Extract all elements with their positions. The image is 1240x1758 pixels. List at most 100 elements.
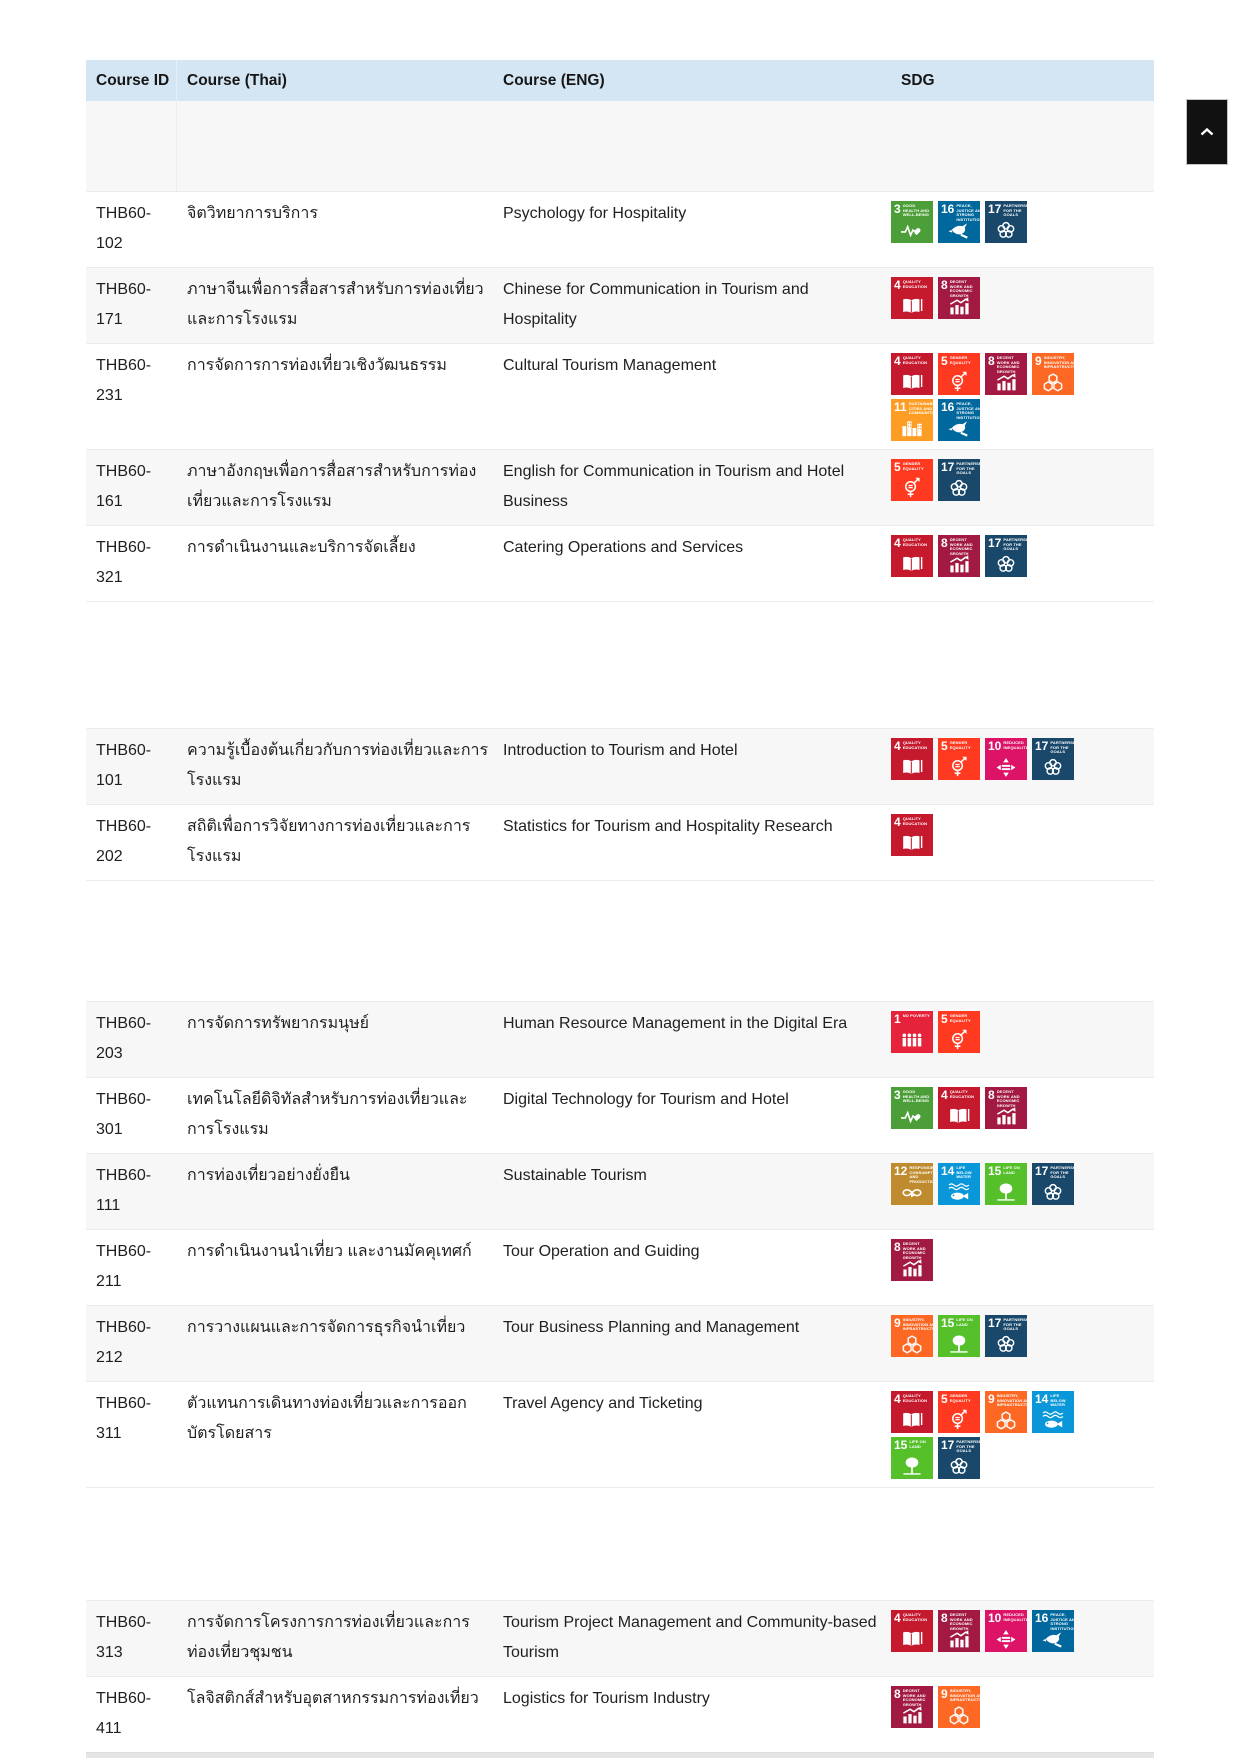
header-cell-course-eng[interactable]: Course (ENG): [503, 71, 605, 89]
sdg-4-icon: 4 QUALITY EDUCATION: [891, 1610, 933, 1652]
table-row: THB60- 411 โลจิสติกส์สำหรับอุตสาหกรรมการท่…: [86, 1676, 1154, 1752]
course-thai-cell: จิตวิทยาการบริการ: [187, 205, 318, 222]
table-row: THB60- 171 ภาษาจีนเพื่อการสื่อสารสำหรับการ…: [86, 267, 1154, 343]
course-thai-cell: สถิติเพื่อการวิจัยทางการท่องเที่ยวและการ…: [187, 818, 471, 865]
course-id-cell: THB60- 231: [96, 357, 152, 404]
course-id-cell: THB60- 161: [96, 463, 152, 510]
course-eng-cell: Travel Agency and Ticketing: [503, 1395, 703, 1412]
courses-table: Course ID Course (Thai) Course (ENG) SDG…: [86, 60, 1154, 1758]
course-eng-cell: Tour Business Planning and Management: [503, 1319, 800, 1336]
course-id-cell: THB60- 211: [96, 1243, 152, 1290]
scroll-top-button[interactable]: [1186, 99, 1228, 165]
sdg-15-icon: 15 LIFE ON LAND: [938, 1315, 980, 1357]
course-eng-cell: Introduction to Tourism and Hotel: [503, 742, 738, 759]
course-eng-cell: Tour Operation and Guiding: [503, 1243, 700, 1260]
table-header: Course ID Course (Thai) Course (ENG) SDG: [86, 60, 1154, 101]
table-row: THB60- 101 ความรู้เบื้องต้นเกี่ยวกับการท่อ…: [86, 728, 1154, 804]
table-row: THB60- 231 การจัดการการท่องเที่ยวเชิงวัฒนธ…: [86, 343, 1154, 449]
sdg-5-icon: 5 GENDER EQUALITY: [938, 1011, 980, 1053]
sdg-8-icon: 8 DECENT WORK AND ECONOMIC GROWTH: [985, 1087, 1027, 1129]
course-eng-cell: Digital Technology for Tourism and Hotel: [503, 1091, 789, 1108]
course-eng-cell: Chinese for Communication in Tourism and…: [503, 281, 809, 328]
course-thai-cell: ภาษาจีนเพื่อการสื่อสารสำหรับการท่องเที่ย…: [187, 281, 484, 328]
header-cell-course-id[interactable]: Course ID: [86, 60, 177, 101]
sdg-17-icon: 17PARTNERSHIPS FOR THE GOALS: [938, 459, 980, 501]
sdg-5-icon: 5 GENDER EQUALITY: [938, 353, 980, 395]
sdg-17-icon: 17PARTNERSHIPS FOR THE GOALS: [1032, 738, 1074, 780]
sdg-3-icon: 3 GOOD HEALTH AND WELL-BEING: [891, 1087, 933, 1129]
course-thai-cell: เทคโนโลยีดิจิทัลสำหรับการท่องเที่ยวและกา…: [187, 1091, 468, 1138]
course-id-cell: THB60- 321: [96, 539, 152, 586]
sdg-4-icon: 4 QUALITY EDUCATION: [891, 353, 933, 395]
course-eng-cell: English for Communication in Tourism and…: [503, 463, 845, 510]
course-id-cell: THB60- 212: [96, 1319, 152, 1366]
course-id-cell: THB60- 301: [96, 1091, 152, 1138]
empty-gap: [86, 880, 1154, 1001]
sdg-4-icon: 4 QUALITY EDUCATION: [891, 277, 933, 319]
sdg-15-icon: 15 LIFE ON LAND: [891, 1437, 933, 1479]
sdg-11-icon: 11SUSTAINABLE CITIES AND COMMUNITIES: [891, 399, 933, 441]
course-eng-cell: Tourism Project Management and Community…: [503, 1614, 877, 1661]
course-eng-cell: Statistics for Tourism and Hospitality R…: [503, 818, 833, 835]
table-row: THB60- 311 ตัวแทนการเดินทางท่องเที่ยวและกา…: [86, 1381, 1154, 1487]
sdg-17-icon: 17PARTNERSHIPS FOR THE GOALS: [985, 201, 1027, 243]
course-thai-cell: การดำเนินงานและบริการจัดเลี้ยง: [187, 539, 416, 556]
empty-gap: [86, 1487, 1154, 1600]
course-id-cell: THB60- 101: [96, 742, 152, 789]
course-thai-cell: ภาษาอังกฤษเพื่อการสื่อสารสำหรับการท่องเท…: [187, 463, 477, 510]
course-thai-cell: การจัดการทรัพยากรมนุษย์: [187, 1015, 370, 1032]
course-thai-cell: ความรู้เบื้องต้นเกี่ยวกับการท่องเที่ยวแล…: [187, 742, 489, 789]
course-thai-cell: ตัวแทนการเดินทางท่องเที่ยวและการออกบัตรโ…: [187, 1395, 467, 1442]
course-id-cell: THB60- 311: [96, 1395, 152, 1442]
table-body: THB60- 102 จิตวิทยาการบริการ Psychology for…: [86, 191, 1154, 1752]
table-row: THB60- 102 จิตวิทยาการบริการ Psychology for…: [86, 191, 1154, 267]
sdg-cell: 8 DECENT WORK AND ECONOMIC GROWTH 9 INDUSTR…: [885, 1684, 1120, 1728]
sdg-8-icon: 8 DECENT WORK AND ECONOMIC GROWTH: [891, 1239, 933, 1281]
course-id-cell: THB60- 102: [96, 205, 152, 252]
empty-gap: [86, 601, 1154, 728]
sdg-cell: 4 QUALITY EDUCATION: [885, 812, 1120, 856]
sdg-14-icon: 14 LIFE BELOW WATER: [938, 1163, 980, 1205]
sdg-cell: 8 DECENT WORK AND ECONOMIC GROWTH: [885, 1237, 1120, 1281]
table-row: THB60- 212 การวางแผนและการจัดการธุรกิจนำเท…: [86, 1305, 1154, 1381]
header-cell-course-thai[interactable]: Course (Thai): [187, 71, 287, 89]
course-eng-cell: Cultural Tourism Management: [503, 357, 717, 374]
sdg-17-icon: 17PARTNERSHIPS FOR THE GOALS: [938, 1437, 980, 1479]
course-id-cell: THB60- 411: [96, 1690, 152, 1737]
table-row: THB60- 202 สถิติเพื่อการวิจัยทางการท่องเที…: [86, 804, 1154, 880]
sdg-5-icon: 5 GENDER EQUALITY: [891, 459, 933, 501]
table-row: THB60- 203 การจัดการทรัพยากรมนุษย์ Human Re…: [86, 1001, 1154, 1077]
sdg-4-icon: 4 QUALITY EDUCATION: [891, 1391, 933, 1433]
course-eng-cell: Sustainable Tourism: [503, 1167, 647, 1184]
sdg-cell: 4 QUALITY EDUCATION 5 GENDER EQUALITY 9 INDUS…: [885, 1389, 1120, 1479]
course-thai-cell: การจัดการโครงการการท่องเที่ยวและการท่องเ…: [187, 1614, 470, 1661]
course-eng-cell: Human Resource Management in the Digital…: [503, 1015, 848, 1032]
table-row: THB60- 301 เทคโนโลยีดิจิทัลสำหรับการท่องเท…: [86, 1077, 1154, 1153]
sdg-17-icon: 17PARTNERSHIPS FOR THE GOALS: [985, 535, 1027, 577]
sdg-14-icon: 14 LIFE BELOW WATER: [1032, 1391, 1074, 1433]
sdg-15-icon: 15 LIFE ON LAND: [985, 1163, 1027, 1205]
sdg-5-icon: 5 GENDER EQUALITY: [938, 738, 980, 780]
sdg-4-icon: 4 QUALITY EDUCATION: [891, 738, 933, 780]
sdg-8-icon: 8 DECENT WORK AND ECONOMIC GROWTH: [938, 277, 980, 319]
sdg-4-icon: 4 QUALITY EDUCATION: [891, 814, 933, 856]
course-id-cell: THB60- 203: [96, 1015, 152, 1062]
sdg-8-icon: 8 DECENT WORK AND ECONOMIC GROWTH: [938, 535, 980, 577]
chevron-up-icon: [1199, 127, 1215, 137]
sdg-cell: 3 GOOD HEALTH AND WELL-BEING 16 PEACE, JUST…: [885, 199, 1120, 243]
sdg-4-icon: 4 QUALITY EDUCATION: [891, 535, 933, 577]
sdg-8-icon: 8 DECENT WORK AND ECONOMIC GROWTH: [891, 1686, 933, 1728]
sdg-cell: 12RESPONSIBLE CONSUMPTION AND PRODUCTION…: [885, 1161, 1120, 1205]
course-id-cell: THB60- 171: [96, 281, 152, 328]
header-cell-sdg[interactable]: SDG: [901, 71, 935, 89]
